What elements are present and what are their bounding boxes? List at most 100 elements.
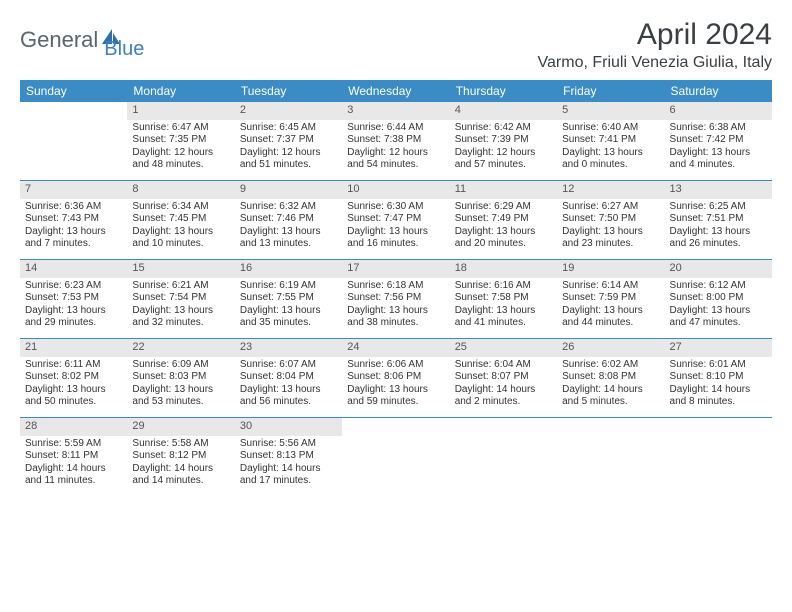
- sunrise-text: Sunrise: 6:40 AM: [562, 122, 659, 135]
- daylight-text: and 48 minutes.: [132, 159, 229, 172]
- day-number: 24: [342, 339, 449, 357]
- weekday-header-row: Sunday Monday Tuesday Wednesday Thursday…: [20, 80, 772, 102]
- day-body: Sunrise: 6:12 AMSunset: 8:00 PMDaylight:…: [665, 278, 772, 336]
- week-row: .1Sunrise: 6:47 AMSunset: 7:35 PMDayligh…: [20, 102, 772, 180]
- daylight-text: Daylight: 13 hours: [25, 226, 122, 239]
- day-cell: 5Sunrise: 6:40 AMSunset: 7:41 PMDaylight…: [557, 102, 664, 180]
- sunrise-text: Sunrise: 5:58 AM: [132, 438, 229, 451]
- daylight-text: Daylight: 12 hours: [455, 147, 552, 160]
- day-body: Sunrise: 6:07 AMSunset: 8:04 PMDaylight:…: [235, 357, 342, 415]
- daylight-text: and 11 minutes.: [25, 475, 122, 488]
- sunset-text: Sunset: 8:03 PM: [132, 371, 229, 384]
- daylight-text: Daylight: 14 hours: [455, 384, 552, 397]
- daylight-text: and 38 minutes.: [347, 317, 444, 330]
- sunset-text: Sunset: 8:08 PM: [562, 371, 659, 384]
- location: Varmo, Friuli Venezia Giulia, Italy: [538, 54, 772, 72]
- day-body: Sunrise: 6:21 AMSunset: 7:54 PMDaylight:…: [127, 278, 234, 336]
- day-number: 22: [127, 339, 234, 357]
- day-cell: 24Sunrise: 6:06 AMSunset: 8:06 PMDayligh…: [342, 339, 449, 417]
- day-number: 25: [450, 339, 557, 357]
- daylight-text: and 57 minutes.: [455, 159, 552, 172]
- sunrise-text: Sunrise: 6:44 AM: [347, 122, 444, 135]
- sunset-text: Sunset: 7:55 PM: [240, 292, 337, 305]
- sunset-text: Sunset: 7:46 PM: [240, 213, 337, 226]
- daylight-text: Daylight: 13 hours: [347, 384, 444, 397]
- daylight-text: and 8 minutes.: [670, 396, 767, 409]
- day-cell: 26Sunrise: 6:02 AMSunset: 8:08 PMDayligh…: [557, 339, 664, 417]
- sunrise-text: Sunrise: 6:30 AM: [347, 201, 444, 214]
- daylight-text: Daylight: 13 hours: [25, 384, 122, 397]
- daylight-text: and 50 minutes.: [25, 396, 122, 409]
- weekday-header: Monday: [127, 80, 234, 102]
- daylight-text: Daylight: 13 hours: [240, 226, 337, 239]
- daylight-text: and 47 minutes.: [670, 317, 767, 330]
- daylight-text: and 59 minutes.: [347, 396, 444, 409]
- sunrise-text: Sunrise: 6:34 AM: [132, 201, 229, 214]
- day-cell: 16Sunrise: 6:19 AMSunset: 7:55 PMDayligh…: [235, 260, 342, 338]
- day-cell: 4Sunrise: 6:42 AMSunset: 7:39 PMDaylight…: [450, 102, 557, 180]
- sunrise-text: Sunrise: 5:59 AM: [25, 438, 122, 451]
- daylight-text: and 4 minutes.: [670, 159, 767, 172]
- day-number: 7: [20, 181, 127, 199]
- day-cell: 9Sunrise: 6:32 AMSunset: 7:46 PMDaylight…: [235, 181, 342, 259]
- calendar: Sunday Monday Tuesday Wednesday Thursday…: [20, 80, 772, 496]
- month-title: April 2024: [538, 18, 772, 52]
- weekday-header: Tuesday: [235, 80, 342, 102]
- week-row: 28Sunrise: 5:59 AMSunset: 8:11 PMDayligh…: [20, 417, 772, 496]
- day-cell: .: [665, 418, 772, 496]
- daylight-text: Daylight: 14 hours: [670, 384, 767, 397]
- day-cell: 7Sunrise: 6:36 AMSunset: 7:43 PMDaylight…: [20, 181, 127, 259]
- sunset-text: Sunset: 8:00 PM: [670, 292, 767, 305]
- day-body: Sunrise: 5:58 AMSunset: 8:12 PMDaylight:…: [127, 436, 234, 494]
- week-row: 14Sunrise: 6:23 AMSunset: 7:53 PMDayligh…: [20, 259, 772, 338]
- daylight-text: Daylight: 12 hours: [240, 147, 337, 160]
- day-cell: 22Sunrise: 6:09 AMSunset: 8:03 PMDayligh…: [127, 339, 234, 417]
- sunset-text: Sunset: 7:49 PM: [455, 213, 552, 226]
- sunrise-text: Sunrise: 6:14 AM: [562, 280, 659, 293]
- sunset-text: Sunset: 8:07 PM: [455, 371, 552, 384]
- day-body: Sunrise: 6:16 AMSunset: 7:58 PMDaylight:…: [450, 278, 557, 336]
- sunset-text: Sunset: 8:04 PM: [240, 371, 337, 384]
- sunset-text: Sunset: 7:45 PM: [132, 213, 229, 226]
- day-cell: 29Sunrise: 5:58 AMSunset: 8:12 PMDayligh…: [127, 418, 234, 496]
- day-cell: 15Sunrise: 6:21 AMSunset: 7:54 PMDayligh…: [127, 260, 234, 338]
- sunset-text: Sunset: 7:38 PM: [347, 134, 444, 147]
- sunset-text: Sunset: 7:41 PM: [562, 134, 659, 147]
- weekday-header: Friday: [557, 80, 664, 102]
- daylight-text: Daylight: 14 hours: [562, 384, 659, 397]
- daylight-text: and 7 minutes.: [25, 238, 122, 251]
- day-number: 2: [235, 102, 342, 120]
- sunset-text: Sunset: 8:06 PM: [347, 371, 444, 384]
- daylight-text: Daylight: 12 hours: [347, 147, 444, 160]
- header: General Blue April 2024 Varmo, Friuli Ve…: [20, 18, 772, 72]
- day-number: 18: [450, 260, 557, 278]
- day-body: Sunrise: 6:23 AMSunset: 7:53 PMDaylight:…: [20, 278, 127, 336]
- daylight-text: and 2 minutes.: [455, 396, 552, 409]
- day-number: 28: [20, 418, 127, 436]
- daylight-text: and 29 minutes.: [25, 317, 122, 330]
- day-cell: 6Sunrise: 6:38 AMSunset: 7:42 PMDaylight…: [665, 102, 772, 180]
- day-number: 15: [127, 260, 234, 278]
- daylight-text: and 0 minutes.: [562, 159, 659, 172]
- daylight-text: Daylight: 13 hours: [347, 226, 444, 239]
- sunset-text: Sunset: 7:54 PM: [132, 292, 229, 305]
- day-body: Sunrise: 6:45 AMSunset: 7:37 PMDaylight:…: [235, 120, 342, 178]
- day-number: 8: [127, 181, 234, 199]
- day-cell: 14Sunrise: 6:23 AMSunset: 7:53 PMDayligh…: [20, 260, 127, 338]
- day-cell: 12Sunrise: 6:27 AMSunset: 7:50 PMDayligh…: [557, 181, 664, 259]
- daylight-text: Daylight: 13 hours: [562, 226, 659, 239]
- sunset-text: Sunset: 7:51 PM: [670, 213, 767, 226]
- day-number: 5: [557, 102, 664, 120]
- sunset-text: Sunset: 7:43 PM: [25, 213, 122, 226]
- day-cell: .: [450, 418, 557, 496]
- daylight-text: Daylight: 13 hours: [132, 226, 229, 239]
- sunset-text: Sunset: 7:58 PM: [455, 292, 552, 305]
- day-cell: 13Sunrise: 6:25 AMSunset: 7:51 PMDayligh…: [665, 181, 772, 259]
- sunrise-text: Sunrise: 5:56 AM: [240, 438, 337, 451]
- day-body: Sunrise: 6:27 AMSunset: 7:50 PMDaylight:…: [557, 199, 664, 257]
- sunrise-text: Sunrise: 6:38 AM: [670, 122, 767, 135]
- sunset-text: Sunset: 7:53 PM: [25, 292, 122, 305]
- day-body: Sunrise: 6:18 AMSunset: 7:56 PMDaylight:…: [342, 278, 449, 336]
- daylight-text: Daylight: 13 hours: [347, 305, 444, 318]
- day-number: 30: [235, 418, 342, 436]
